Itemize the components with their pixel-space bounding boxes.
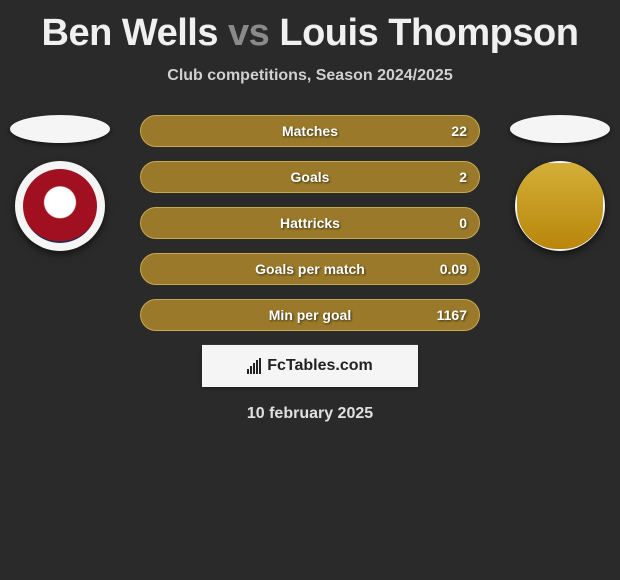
- main-content: Matches 22 Goals 2 Hattricks 0 Goals per…: [0, 115, 620, 423]
- stat-row: Hattricks 0: [140, 207, 480, 239]
- left-club-block: [10, 115, 110, 251]
- date-text: 10 february 2025: [0, 405, 620, 423]
- player1-name: Ben Wells: [42, 12, 218, 54]
- right-club-block: [510, 115, 610, 251]
- left-flag-icon: [10, 115, 110, 143]
- bars-icon: [247, 358, 261, 374]
- stat-row: Matches 22: [140, 115, 480, 147]
- stat-label: Min per goal: [269, 307, 351, 323]
- stat-row: Goals per match 0.09: [140, 253, 480, 285]
- stat-row: Min per goal 1167: [140, 299, 480, 331]
- brand-box[interactable]: FcTables.com: [202, 345, 418, 387]
- player2-name: Louis Thompson: [279, 12, 578, 54]
- crest-icon: [517, 163, 603, 249]
- stat-label: Matches: [282, 123, 338, 139]
- brand-label: FcTables.com: [247, 357, 373, 375]
- stat-label: Hattricks: [280, 215, 340, 231]
- stat-row: Goals 2: [140, 161, 480, 193]
- left-club-crest: [15, 161, 105, 251]
- brand-text: FcTables.com: [267, 357, 373, 375]
- stat-right-value: 22: [451, 123, 467, 139]
- stat-label: Goals per match: [255, 261, 365, 277]
- stat-right-value: 0.09: [440, 261, 467, 277]
- stat-right-value: 1167: [437, 307, 467, 323]
- stat-right-value: 2: [459, 169, 467, 185]
- vs-text: vs: [228, 12, 269, 54]
- crest-icon: [23, 169, 97, 243]
- stat-right-value: 0: [459, 215, 467, 231]
- right-flag-icon: [510, 115, 610, 143]
- subtitle: Club competitions, Season 2024/2025: [0, 67, 620, 85]
- stat-label: Goals: [291, 169, 330, 185]
- stats-rows: Matches 22 Goals 2 Hattricks 0 Goals per…: [140, 115, 480, 331]
- page-title: Ben Wells vs Louis Thompson: [0, 0, 620, 55]
- right-club-crest: [515, 161, 605, 251]
